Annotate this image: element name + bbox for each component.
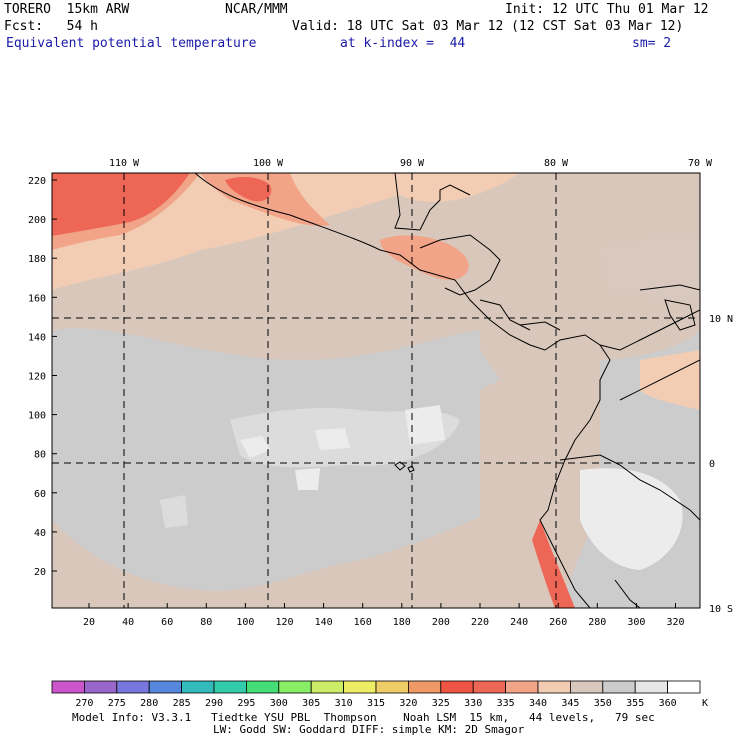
x-tick-label: 120 — [275, 617, 293, 628]
y-tick-label: 160 — [28, 293, 46, 304]
colorbar-swatch — [310, 680, 345, 694]
lon-label: 70 W — [688, 158, 713, 169]
colorbar-label: 290 — [205, 698, 223, 709]
y-tick-label: 60 — [34, 489, 46, 500]
y-tick-label: 140 — [28, 332, 46, 343]
colorbar-swatch — [505, 680, 539, 694]
y-tick-label: 20 — [34, 567, 46, 578]
y-grid-ticks: 20 40 60 80 100 120 140 160 180 200 220 — [28, 176, 57, 578]
colorbar-label: 315 — [367, 698, 385, 709]
model-label: TORERO 15km ARW — [4, 2, 130, 17]
physics-info-line: LW: Godd SW: Goddard DIFF: simple KM: 2D… — [213, 723, 525, 736]
valid-time-label: Valid: 18 UTC Sat 03 Mar 12 (12 CST Sat … — [292, 19, 684, 34]
init-label: Init: 12 UTC Thu 01 Mar 12 — [505, 2, 709, 17]
colorbar-swatch — [570, 680, 604, 694]
level-label: at k-index = 44 — [340, 36, 466, 51]
colorbar-label: 325 — [432, 698, 450, 709]
lat-label: 0 — [709, 459, 715, 470]
y-tick-label: 200 — [28, 215, 46, 226]
plot-frame — [51, 172, 701, 609]
center-label: NCAR/MMM — [225, 2, 288, 17]
x-tick-label: 160 — [354, 617, 372, 628]
colorbar-label: 280 — [140, 698, 158, 709]
colorbar-swatch — [245, 680, 280, 694]
y-tick-label: 120 — [28, 372, 46, 383]
colorbar-label: 360 — [659, 698, 677, 709]
y-tick-label: 80 — [34, 450, 46, 461]
y-tick-label: 100 — [28, 411, 46, 422]
y-tick-label: 220 — [28, 176, 46, 187]
longitude-ticks: 110 W 100 W 90 W 80 W 70 W — [109, 158, 713, 169]
lon-label: 80 W — [544, 158, 569, 169]
lon-label: 90 W — [400, 158, 425, 169]
x-tick-label: 60 — [161, 617, 173, 628]
colorbar-label: 320 — [399, 698, 417, 709]
colorbar-label: 350 — [594, 698, 612, 709]
colorbar-swatch — [634, 680, 669, 694]
lat-label: 10 N — [709, 314, 733, 325]
latitude-ticks: 10 N 0 10 S — [709, 314, 733, 615]
x-tick-label: 240 — [510, 617, 528, 628]
colorbar-label: 285 — [173, 698, 191, 709]
colorbar-label: 330 — [464, 698, 482, 709]
y-tick-label: 180 — [28, 254, 46, 265]
colorbar-label: 355 — [626, 698, 644, 709]
x-tick-label: 80 — [200, 617, 212, 628]
colorbar-swatch — [472, 680, 507, 694]
colorbar-swatch — [84, 680, 118, 694]
smoothing-label: sm= 2 — [632, 36, 672, 51]
lat-label: 10 S — [709, 604, 733, 615]
contour-fill — [52, 173, 700, 608]
lon-label: 100 W — [253, 158, 284, 169]
x-tick-label: 20 — [83, 617, 95, 628]
graticule — [52, 173, 700, 608]
coastlines — [194, 173, 700, 608]
colorbar-label: 305 — [302, 698, 320, 709]
x-grid-ticks: 20 40 60 80 100 120 140 160 180 200 220 240 260 280 30… — [83, 603, 685, 628]
model-info-line: Model Info: V3.3.1 Tiedtke YSU PBL Thomp… — [72, 711, 655, 724]
colorbar-swatch — [667, 680, 701, 694]
colorbar-swatch — [343, 680, 377, 694]
colorbar-swatch — [51, 680, 85, 694]
x-tick-label: 320 — [666, 617, 684, 628]
colorbar-swatch — [213, 680, 247, 694]
colorbar-label: 310 — [335, 698, 353, 709]
colorbar-label: 340 — [529, 698, 547, 709]
x-tick-label: 200 — [432, 617, 450, 628]
x-tick-label: 100 — [236, 617, 254, 628]
colorbar-swatch — [278, 680, 312, 694]
x-tick-label: 300 — [627, 617, 645, 628]
colorbar-label: 270 — [75, 698, 93, 709]
x-tick-label: 280 — [588, 617, 606, 628]
colorbar-label: 300 — [270, 698, 288, 709]
colorbar-swatch — [407, 680, 442, 694]
x-tick-label: 140 — [315, 617, 333, 628]
colorbar-swatch — [148, 680, 182, 694]
colorbar-label: 295 — [237, 698, 255, 709]
colorbar-label: 275 — [108, 698, 126, 709]
colorbar-swatch — [116, 680, 150, 694]
colorbar-swatch — [537, 680, 571, 694]
x-tick-label: 40 — [122, 617, 134, 628]
colorbar-label: 345 — [561, 698, 579, 709]
x-tick-label: 180 — [393, 617, 411, 628]
field-name-label: Equivalent potential temperature — [6, 36, 257, 51]
colorbar-swatch — [375, 680, 409, 694]
colorbar-label: 335 — [497, 698, 515, 709]
colorbar-swatch — [440, 680, 474, 694]
lon-label: 110 W — [109, 158, 140, 169]
colorbar-unit: K — [702, 698, 708, 709]
forecast-hour-label: Fcst: 54 h — [4, 19, 98, 34]
x-tick-label: 220 — [471, 617, 489, 628]
colorbar-swatch — [181, 680, 215, 694]
colorbar: 270 275 280 285 290 295 300 305 310 315 320 325 330 3… — [51, 680, 708, 709]
x-tick-label: 260 — [549, 617, 567, 628]
y-tick-label: 40 — [34, 528, 46, 539]
colorbar-swatch — [602, 680, 636, 694]
